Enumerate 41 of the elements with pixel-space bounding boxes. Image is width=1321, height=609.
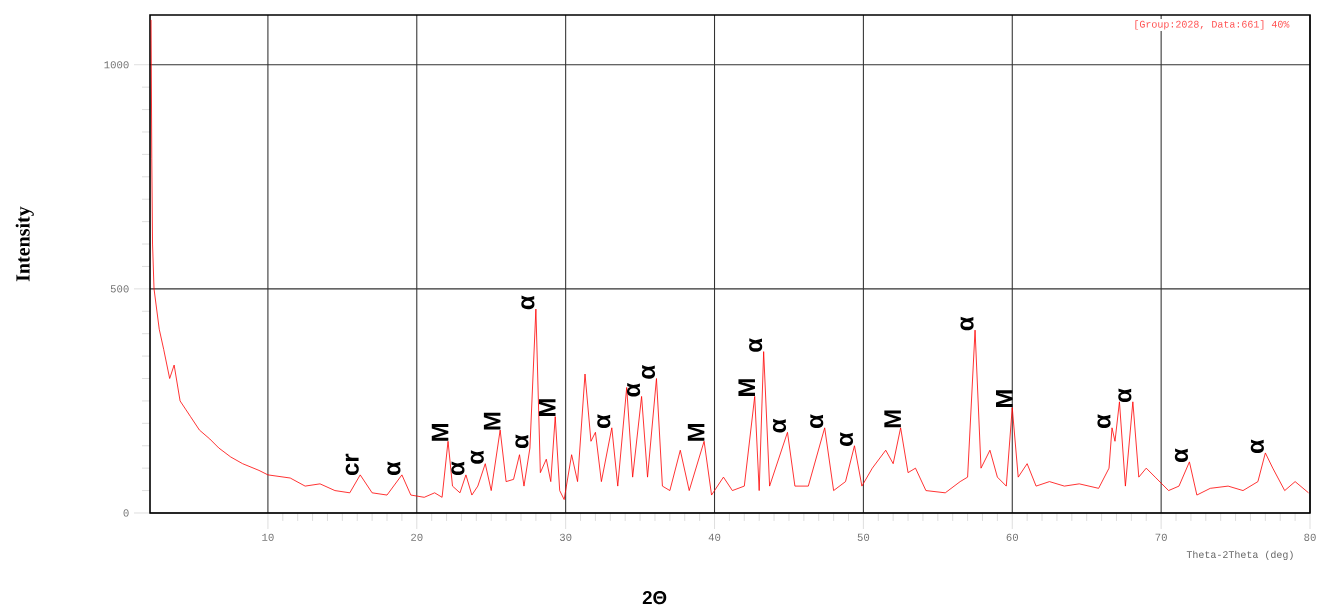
- annotation: α: [1174, 448, 1188, 463]
- annotation: M: [538, 399, 556, 417]
- x-tick-label: 60: [1006, 533, 1019, 541]
- annotation: α: [749, 338, 763, 352]
- x-tick-label: 40: [708, 533, 721, 541]
- annotation: M: [738, 379, 755, 396]
- annotation: α: [810, 414, 824, 428]
- annotation: M: [996, 390, 1013, 408]
- annotation: α: [960, 316, 974, 331]
- annotation: α: [521, 295, 535, 310]
- annotation: α: [641, 365, 656, 379]
- annotation: α: [1097, 414, 1111, 428]
- y-tick-label: 1000: [104, 61, 129, 69]
- x-tick-label: 10: [262, 533, 274, 541]
- annotation: α: [515, 434, 529, 449]
- annotation: M: [687, 423, 705, 441]
- line-series: [150, 19, 1309, 500]
- y-tick-label: 500: [110, 285, 129, 293]
- x-tick-label: 30: [559, 533, 572, 541]
- annotation: M: [884, 410, 901, 428]
- annotation: α: [627, 383, 641, 397]
- annotation: α: [772, 418, 787, 433]
- y-axis-title: Intensity: [15, 206, 34, 282]
- annotation: cr: [345, 453, 359, 476]
- annotation: [Group:2028, Data:661] 40%: [1135, 20, 1290, 30]
- annotation: M: [431, 423, 449, 441]
- annotation: α: [1118, 388, 1132, 402]
- annotation: α: [839, 432, 854, 446]
- x-tick-label: 80: [1304, 533, 1316, 541]
- annotation: α: [597, 414, 611, 428]
- x-tick-label: 20: [411, 533, 423, 541]
- annotation: α: [387, 461, 401, 476]
- annotation: α: [1250, 439, 1264, 454]
- annotation: α: [451, 461, 465, 476]
- x-tick-label: 70: [1155, 533, 1167, 541]
- x-axis-title: 2Θ: [642, 591, 667, 605]
- y-tick-label: 0: [123, 509, 129, 517]
- annotation: M: [483, 412, 501, 430]
- text: Theta-2Theta (deg): [1186, 550, 1293, 560]
- annotation: α: [470, 450, 484, 464]
- x-tick-label: 50: [857, 533, 870, 541]
